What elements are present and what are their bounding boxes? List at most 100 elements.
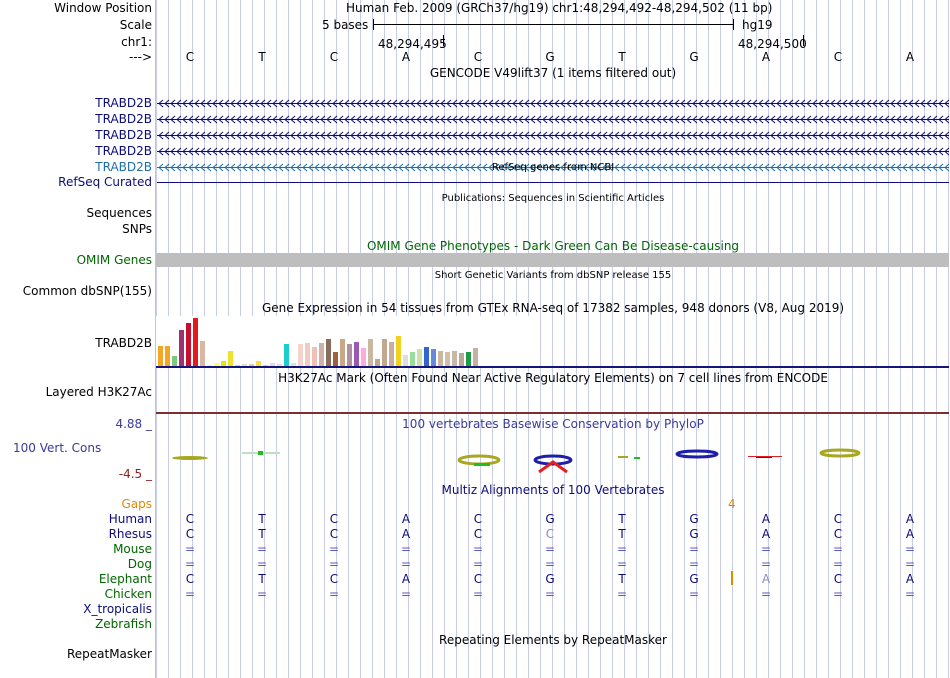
gtex-tissue-bar[interactable] — [347, 344, 352, 366]
gtex-tissue-bar[interactable] — [277, 364, 282, 366]
gtex-tissue-bar[interactable] — [368, 339, 373, 366]
species-label[interactable]: Elephant — [98, 572, 152, 586]
gencode-transcript-label[interactable]: TRABD2B — [95, 144, 152, 158]
gtex-tissue-bar[interactable] — [193, 318, 198, 366]
gtex-tissue-bar[interactable] — [165, 346, 170, 366]
cons-label[interactable]: 100 Vert. Cons — [13, 441, 102, 455]
grid-line — [708, 0, 709, 678]
gencode-transcript-label[interactable]: TRABD2B — [95, 160, 152, 174]
refseq-label[interactable]: RefSeq Curated — [58, 175, 152, 189]
h3k27ac-title[interactable]: H3K27Ac Mark (Often Found Near Active Re… — [278, 371, 828, 385]
gtex-tissue-bar[interactable] — [431, 349, 436, 366]
gtex-tissue-bar[interactable] — [298, 344, 303, 366]
repeatmasker-title[interactable]: Repeating Elements by RepeatMasker — [439, 633, 667, 647]
gtex-tissue-bar[interactable] — [186, 323, 191, 366]
reference-base: T — [618, 50, 626, 64]
gtex-tissue-bar[interactable] — [452, 351, 457, 366]
aligned-base: C — [473, 512, 483, 526]
omim-title[interactable]: OMIM Gene Phenotypes - Dark Green Can Be… — [366, 239, 740, 253]
gtex-tissue-bar[interactable] — [263, 365, 268, 366]
gtex-tissue-bar[interactable] — [270, 363, 275, 366]
gtex-bar-graph[interactable] — [156, 316, 533, 366]
gtex-label[interactable]: TRABD2B — [95, 336, 152, 350]
species-label[interactable]: Chicken — [104, 587, 152, 601]
gtex-tissue-bar[interactable] — [305, 343, 310, 366]
gtex-tissue-bar[interactable] — [319, 343, 324, 366]
gencode-title[interactable]: GENCODE V49lift37 (1 items filtered out) — [429, 66, 677, 80]
gencode-transcript-strand[interactable] — [157, 147, 949, 156]
gencode-transcript-label[interactable]: TRABD2B — [95, 112, 152, 126]
gtex-tissue-bar[interactable] — [375, 359, 380, 366]
publications-sequences-label[interactable]: Sequences — [86, 206, 152, 220]
aligned-base: C — [185, 527, 195, 541]
grid-line — [648, 0, 649, 678]
gtex-tissue-bar[interactable] — [459, 353, 464, 366]
gtex-tissue-bar[interactable] — [445, 352, 450, 366]
gtex-tissue-bar[interactable] — [417, 349, 422, 366]
publications-title[interactable]: Publications: Sequences in Scientific Ar… — [441, 193, 665, 204]
species-label[interactable]: Mouse — [113, 542, 152, 556]
aligned-base: C — [833, 512, 843, 526]
gencode-transcript-strand[interactable] — [157, 99, 949, 108]
gtex-tissue-bar[interactable] — [242, 364, 247, 366]
species-label[interactable]: Dog — [127, 557, 152, 571]
gtex-tissue-bar[interactable] — [466, 352, 471, 366]
gtex-tissue-bar[interactable] — [235, 365, 240, 366]
gtex-tissue-bar[interactable] — [172, 356, 177, 366]
h3k27ac-label[interactable]: Layered H3K27Ac — [45, 385, 152, 399]
cons-ymax: 4.88 _ — [115, 417, 152, 431]
gtex-tissue-bar[interactable] — [403, 355, 408, 366]
species-label[interactable]: Gaps — [121, 497, 152, 511]
gtex-tissue-bar[interactable] — [354, 342, 359, 366]
aligned-base: = — [760, 557, 772, 571]
gencode-transcript-strand[interactable] — [157, 115, 949, 124]
omim-label[interactable]: OMIM Genes — [76, 253, 152, 267]
species-label[interactable]: Zebrafish — [95, 617, 152, 631]
gtex-tissue-bar[interactable] — [228, 351, 233, 366]
gtex-tissue-bar[interactable] — [473, 348, 478, 366]
refseq-gene-line[interactable] — [157, 182, 949, 183]
species-label[interactable]: X_tropicalis — [83, 602, 152, 616]
aligned-base: = — [328, 542, 340, 556]
gencode-transcript-label[interactable]: TRABD2B — [95, 128, 152, 142]
gtex-tissue-bar[interactable] — [389, 342, 394, 366]
gtex-tissue-bar[interactable] — [179, 330, 184, 366]
publications-snps-label[interactable]: SNPs — [122, 222, 152, 236]
species-label[interactable]: Human — [108, 512, 152, 526]
gtex-tissue-bar[interactable] — [284, 344, 289, 366]
gtex-title[interactable]: Gene Expression in 54 tissues from GTEx … — [261, 301, 845, 315]
dbsnp-label[interactable]: Common dbSNP(155) — [22, 284, 152, 298]
gtex-tissue-bar[interactable] — [340, 339, 345, 366]
gtex-tissue-bar[interactable] — [207, 365, 212, 366]
species-label[interactable]: Rhesus — [108, 527, 152, 541]
gtex-tissue-bar[interactable] — [424, 347, 429, 366]
gtex-tissue-bar[interactable] — [326, 339, 331, 366]
gtex-tissue-bar[interactable] — [333, 352, 338, 366]
omim-feature-bar[interactable] — [156, 253, 949, 267]
gtex-tissue-bar[interactable] — [249, 364, 254, 366]
gtex-tissue-bar[interactable] — [200, 341, 205, 366]
gencode-transcript-strand[interactable] — [157, 163, 949, 172]
gtex-tissue-bar[interactable] — [396, 336, 401, 366]
repeatmasker-label[interactable]: RepeatMasker — [66, 647, 152, 661]
cons-logo[interactable] — [156, 442, 950, 474]
gtex-tissue-bar[interactable] — [158, 346, 163, 366]
gtex-tissue-bar[interactable] — [438, 351, 443, 366]
gtex-tissue-bar[interactable] — [291, 363, 296, 366]
gencode-transcript-strand[interactable] — [157, 131, 949, 140]
multiz-title[interactable]: Multiz Alignments of 100 Vertebrates — [441, 483, 665, 497]
gtex-tissue-bar[interactable] — [410, 352, 415, 366]
gtex-tissue-bar[interactable] — [312, 347, 317, 366]
aligned-base: = — [544, 587, 556, 601]
aligned-base: C — [329, 512, 339, 526]
refseq-title[interactable]: RefSeq genes from NCBI — [491, 162, 615, 173]
gtex-tissue-bar[interactable] — [361, 348, 366, 366]
gtex-track-bottom — [156, 366, 949, 368]
gtex-tissue-bar[interactable] — [221, 361, 226, 366]
cons-title[interactable]: 100 vertebrates Basewise Conservation by… — [402, 417, 704, 431]
gtex-tissue-bar[interactable] — [256, 361, 261, 366]
gtex-tissue-bar[interactable] — [214, 363, 219, 366]
dbsnp-title[interactable]: Short Genetic Variants from dbSNP releas… — [434, 270, 672, 281]
gtex-tissue-bar[interactable] — [382, 339, 387, 366]
gencode-transcript-label[interactable]: TRABD2B — [95, 96, 152, 110]
